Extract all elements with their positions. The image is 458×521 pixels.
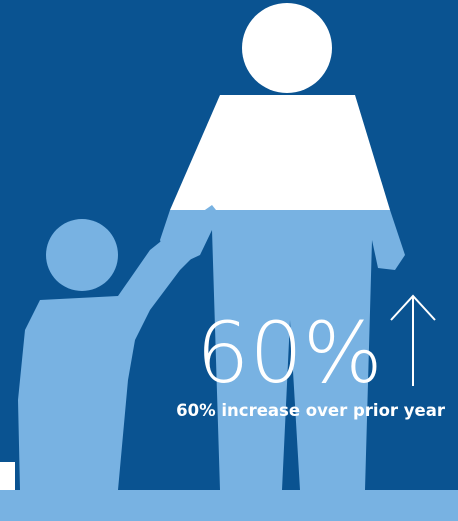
bottom-band (0, 490, 458, 521)
adult-head (242, 3, 332, 93)
adult-torso (170, 95, 390, 210)
child-head (46, 219, 118, 291)
corner-block (0, 462, 15, 490)
child-body (18, 205, 220, 490)
headline-value: 60% (196, 304, 383, 402)
up-arrow (390, 294, 436, 386)
caption: 60% increase over prior year (176, 401, 446, 420)
adult-lower-body (160, 210, 405, 490)
